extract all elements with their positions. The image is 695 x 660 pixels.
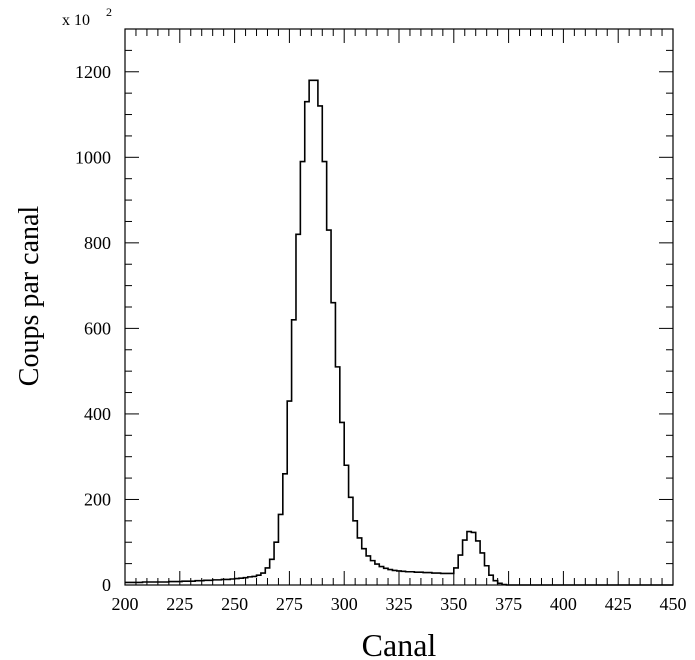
- x-tick-label: 300: [331, 594, 358, 614]
- y-tick-label: 1200: [75, 62, 111, 82]
- y-axis-multiplier-exponent: 2: [106, 5, 112, 19]
- x-tick-label: 425: [605, 594, 632, 614]
- x-axis-label: Canal: [362, 627, 437, 660]
- y-tick-label: 800: [84, 233, 111, 253]
- x-tick-label: 375: [495, 594, 522, 614]
- y-axis-label: Coups par canal: [14, 206, 45, 387]
- y-tick-label: 400: [84, 404, 111, 424]
- x-tick-label: 225: [166, 594, 193, 614]
- x-tick-label: 275: [276, 594, 303, 614]
- y-axis-multiplier: x 10 2: [62, 5, 112, 29]
- x-tick-label: 200: [112, 594, 139, 614]
- x-tick-label: 325: [386, 594, 413, 614]
- y-axis-multiplier-label: x 10: [62, 12, 90, 29]
- y-tick-label: 0: [102, 575, 111, 595]
- x-tick-label: 400: [550, 594, 577, 614]
- x-tick-label: 250: [221, 594, 248, 614]
- histogram-series-line: [125, 79, 673, 586]
- y-tick-label: 600: [84, 318, 111, 338]
- x-tick-label: 350: [440, 594, 467, 614]
- x-tick-label: 450: [660, 594, 687, 614]
- y-tick-label: 200: [84, 489, 111, 509]
- y-tick-label: 1000: [75, 147, 111, 167]
